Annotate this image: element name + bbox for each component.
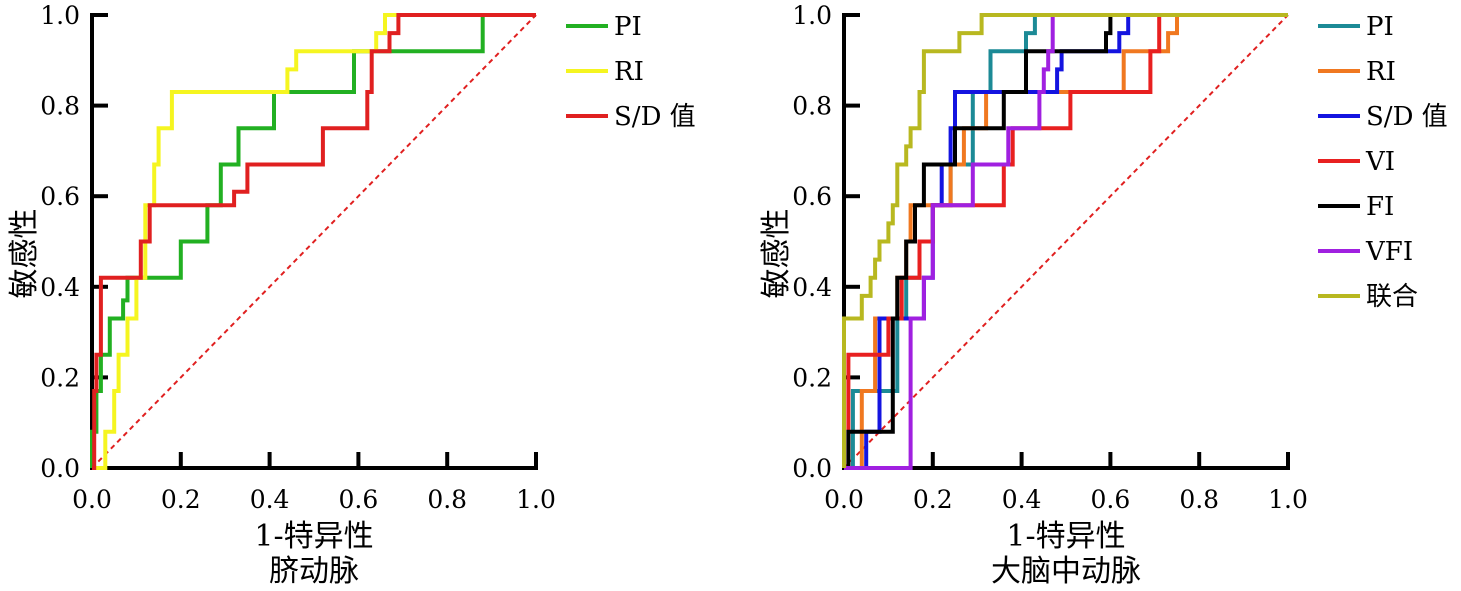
y-tick-label: 0.6 xyxy=(792,182,832,211)
y-tick-label: 0.0 xyxy=(792,454,832,483)
x-tick-label: 0.6 xyxy=(339,485,379,514)
roc-series-line-3 xyxy=(844,13,1288,470)
roc-series-line-6 xyxy=(844,13,1288,470)
roc-panel-2: 0.0 0.2 0.4 0.6 0.8 1.0 0.0 0.2 0.4 0.6 0.8 1.0 PI RI… xyxy=(759,1,1448,589)
roc-series-line-7 xyxy=(842,13,1288,468)
roc-series-line-3 xyxy=(92,13,536,470)
legend-label: FI xyxy=(1366,192,1394,222)
reference-diagonal-line xyxy=(843,14,1289,469)
panel-subtitle: 大脑中动脉 xyxy=(991,554,1141,589)
x-axis-title: 1-特异性 xyxy=(254,519,373,554)
legend-label: VI xyxy=(1365,147,1395,177)
legend-label: 联合 xyxy=(1366,282,1418,312)
legend-label: S/D 值 xyxy=(1366,102,1448,132)
y-axis-title: 敏感性 xyxy=(759,209,794,299)
x-axis-title: 1-特异性 xyxy=(1006,519,1125,554)
y-tick-label: 0.6 xyxy=(40,182,80,211)
panel-subtitle: 脐动脉 xyxy=(269,554,359,589)
legend: PI RI S/D 值 VI FI VFI 联合 xyxy=(1318,12,1448,312)
roc-series-line-5 xyxy=(844,13,1288,470)
x-tick-label: 0.0 xyxy=(72,485,112,514)
x-tick-label: 0.2 xyxy=(913,485,953,514)
x-tick-label: 0.4 xyxy=(1002,485,1042,514)
x-tick-label: 0.4 xyxy=(250,485,290,514)
legend: PI RI S/D 值 xyxy=(566,12,696,132)
legend-label: RI xyxy=(614,57,644,87)
x-tick-label: 0.6 xyxy=(1091,485,1131,514)
y-tick-label: 0.2 xyxy=(40,363,80,392)
x-tick-label: 1.0 xyxy=(1268,485,1308,514)
x-tick-label: 0.8 xyxy=(1179,485,1219,514)
legend-label: RI xyxy=(1366,57,1396,87)
x-tick-label: 0.2 xyxy=(161,485,201,514)
x-tick-label: 1.0 xyxy=(516,485,556,514)
y-axis-title: 敏感性 xyxy=(7,209,42,299)
y-tick-label: 0.0 xyxy=(40,454,80,483)
y-tick-label: 1.0 xyxy=(792,1,832,30)
legend-label: PI xyxy=(1366,12,1394,42)
legend-label: VFI xyxy=(1365,237,1413,267)
reference-diagonal-line xyxy=(91,14,537,469)
y-tick-label: 0.4 xyxy=(40,273,80,302)
y-tick-label: 0.2 xyxy=(792,363,832,392)
x-tick-label: 0.0 xyxy=(824,485,864,514)
legend-label: S/D 值 xyxy=(614,102,696,132)
roc-panel-1: 0.0 0.2 0.4 0.6 0.8 1.0 0.0 0.2 0.4 0.6 0.8 1.0 PI RI… xyxy=(7,1,696,589)
y-tick-label: 0.8 xyxy=(792,92,832,121)
roc-series-line-4 xyxy=(844,13,1288,470)
y-tick-label: 1.0 xyxy=(40,1,80,30)
x-tick-label: 0.8 xyxy=(427,485,467,514)
y-tick-label: 0.4 xyxy=(792,273,832,302)
roc-series-line-1 xyxy=(90,13,536,468)
y-tick-label: 0.8 xyxy=(40,92,80,121)
legend-label: PI xyxy=(614,12,642,42)
